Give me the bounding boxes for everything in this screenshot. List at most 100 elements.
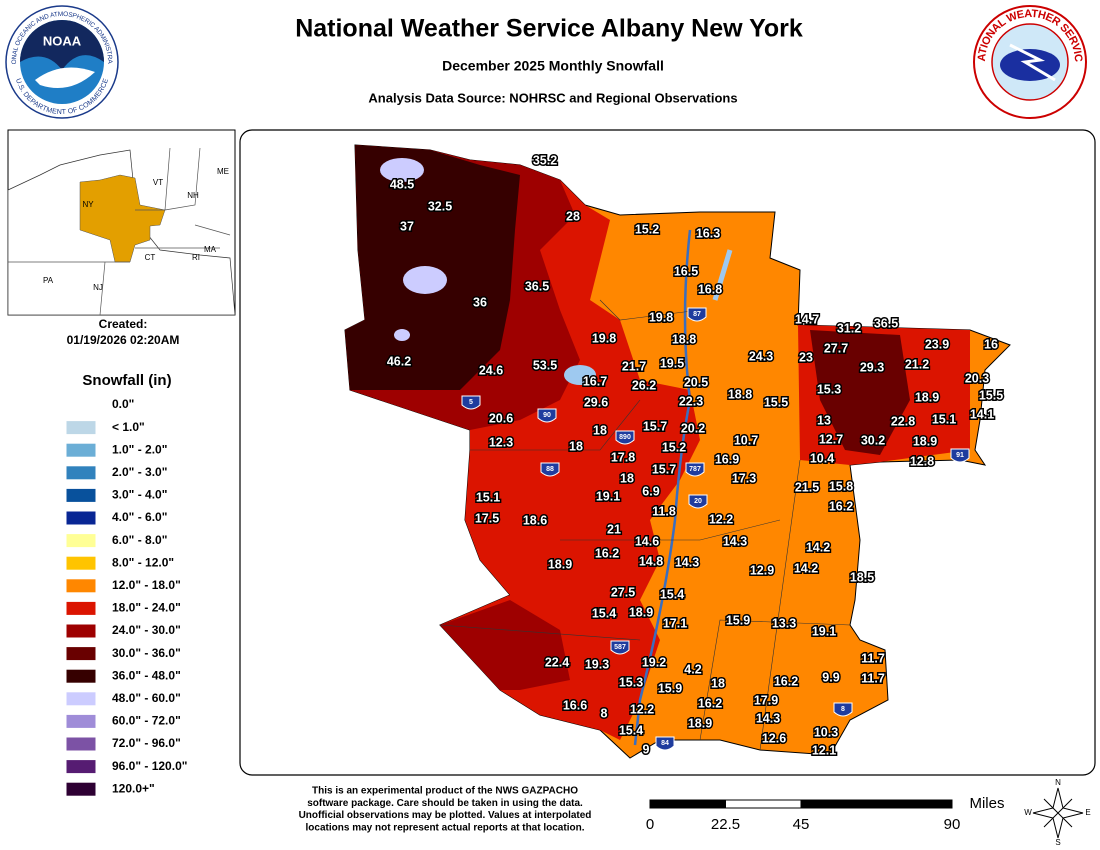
interstate-shield <box>610 640 630 655</box>
legend-label: 96.0" - 120.0" <box>112 759 187 773</box>
legend-label: 1.0" - 2.0" <box>112 442 167 456</box>
station-value: 26.2 <box>632 378 656 392</box>
interstate-shield <box>950 448 970 463</box>
interstate-shield <box>655 736 675 751</box>
inset-state-label: PA <box>43 276 54 285</box>
station-value: 15.2 <box>662 440 686 454</box>
station-value: 29.6 <box>584 395 608 409</box>
station-value: 23 <box>799 350 813 364</box>
station-value: 20.3 <box>965 371 989 385</box>
interstate-shield <box>540 462 560 477</box>
station-value: 12.9 <box>750 563 774 577</box>
compass-letter: S <box>1055 838 1060 847</box>
legend-swatch <box>66 511 96 525</box>
interstate-number: 890 <box>619 434 631 441</box>
station-value: 35.2 <box>533 153 557 167</box>
station-value: 46.2 <box>387 354 411 368</box>
station-value: 14.1 <box>970 407 994 421</box>
station-value: 12.8 <box>910 454 934 468</box>
station-value: 18.9 <box>548 557 572 571</box>
station-value: 15.7 <box>643 419 667 433</box>
compass-letter: W <box>1024 808 1032 817</box>
station-value: 53.5 <box>533 358 557 372</box>
station-value: 9.9 <box>822 670 839 684</box>
station-value: 18.9 <box>915 390 939 404</box>
interstate-number: 5 <box>469 399 473 406</box>
legend-swatch <box>66 443 96 457</box>
station-value: 14.3 <box>756 711 780 725</box>
station-value: 36 <box>473 295 487 309</box>
legend-swatch <box>66 421 96 435</box>
legend-swatch <box>66 760 96 774</box>
station-value: 16.5 <box>674 264 698 278</box>
created-timestamp: 01/19/2026 02:20AM <box>67 333 180 347</box>
station-value: 18.9 <box>629 605 653 619</box>
station-value: 15.1 <box>476 490 500 504</box>
interstate-shield <box>688 494 708 509</box>
station-value: 15.2 <box>635 222 659 236</box>
station-value: 18 <box>593 423 607 437</box>
legend-label: 24.0" - 30.0" <box>112 623 181 637</box>
inset-state-label: CT <box>145 253 156 262</box>
station-value: 14.8 <box>639 554 663 568</box>
station-value: 12.1 <box>812 743 836 757</box>
inset-state-label: NY <box>82 200 94 209</box>
station-value: 18.9 <box>913 434 937 448</box>
interstate-shield <box>615 430 635 445</box>
legend-swatch <box>66 647 96 661</box>
station-value: 16.9 <box>715 452 739 466</box>
interstate-shield <box>687 307 707 322</box>
legend-swatch <box>66 782 96 796</box>
legend-swatch <box>66 692 96 706</box>
station-value: 14.7 <box>795 312 819 326</box>
inset-state-label: ME <box>217 167 229 176</box>
station-value: 10.7 <box>734 433 758 447</box>
station-value: 17.8 <box>611 450 635 464</box>
station-value: 12.3 <box>489 435 513 449</box>
station-value: 14.2 <box>794 561 818 575</box>
station-value: 9 <box>643 742 650 756</box>
interstate-number: 88 <box>546 466 554 473</box>
station-value: 20.5 <box>684 375 708 389</box>
station-value: 19.2 <box>642 655 666 669</box>
scale-segment <box>649 799 726 809</box>
station-value: 15.4 <box>660 587 684 601</box>
station-value: 11.8 <box>652 504 676 518</box>
interstate-shield <box>685 462 705 477</box>
station-value: 15.9 <box>726 613 750 627</box>
compass-letter: N <box>1055 778 1061 787</box>
station-value: 13.3 <box>772 616 796 630</box>
station-value: 11.7 <box>861 651 885 665</box>
legend-swatch <box>66 579 96 593</box>
station-value: 29.3 <box>860 360 884 374</box>
interstate-number: 787 <box>689 466 701 473</box>
station-value: 14.3 <box>675 555 699 569</box>
station-value: 21 <box>607 522 621 536</box>
station-value: 15.7 <box>652 462 676 476</box>
interstate-number: 84 <box>661 740 669 747</box>
station-value: 16 <box>984 337 998 351</box>
station-value: 27.5 <box>611 585 635 599</box>
legend-label: 12.0" - 18.0" <box>112 578 181 592</box>
station-value: 30.2 <box>861 433 885 447</box>
station-value: 14.3 <box>723 534 747 548</box>
station-value: 4.2 <box>684 662 701 676</box>
station-value: 22.8 <box>891 414 915 428</box>
station-value: 8 <box>601 706 608 720</box>
interstate-number: 20 <box>694 498 702 505</box>
legend-swatch <box>66 669 96 683</box>
station-value: 10.4 <box>810 451 834 465</box>
station-value: 19.1 <box>812 624 836 638</box>
station-value: 13 <box>817 413 831 427</box>
station-value: 37 <box>400 219 414 233</box>
station-value: 18.8 <box>672 332 696 346</box>
station-value: 12.6 <box>762 731 786 745</box>
subtitle: December 2025 Monthly Snowfall <box>442 58 664 74</box>
legend-swatch <box>66 714 96 728</box>
station-value: 18.9 <box>688 716 712 730</box>
legend-label: 2.0" - 3.0" <box>112 465 167 479</box>
legend-label: 4.0" - 6.0" <box>112 510 167 524</box>
scale-tick-label: 45 <box>793 816 810 833</box>
created-label: Created: <box>99 317 148 331</box>
station-value: 14.2 <box>806 540 830 554</box>
